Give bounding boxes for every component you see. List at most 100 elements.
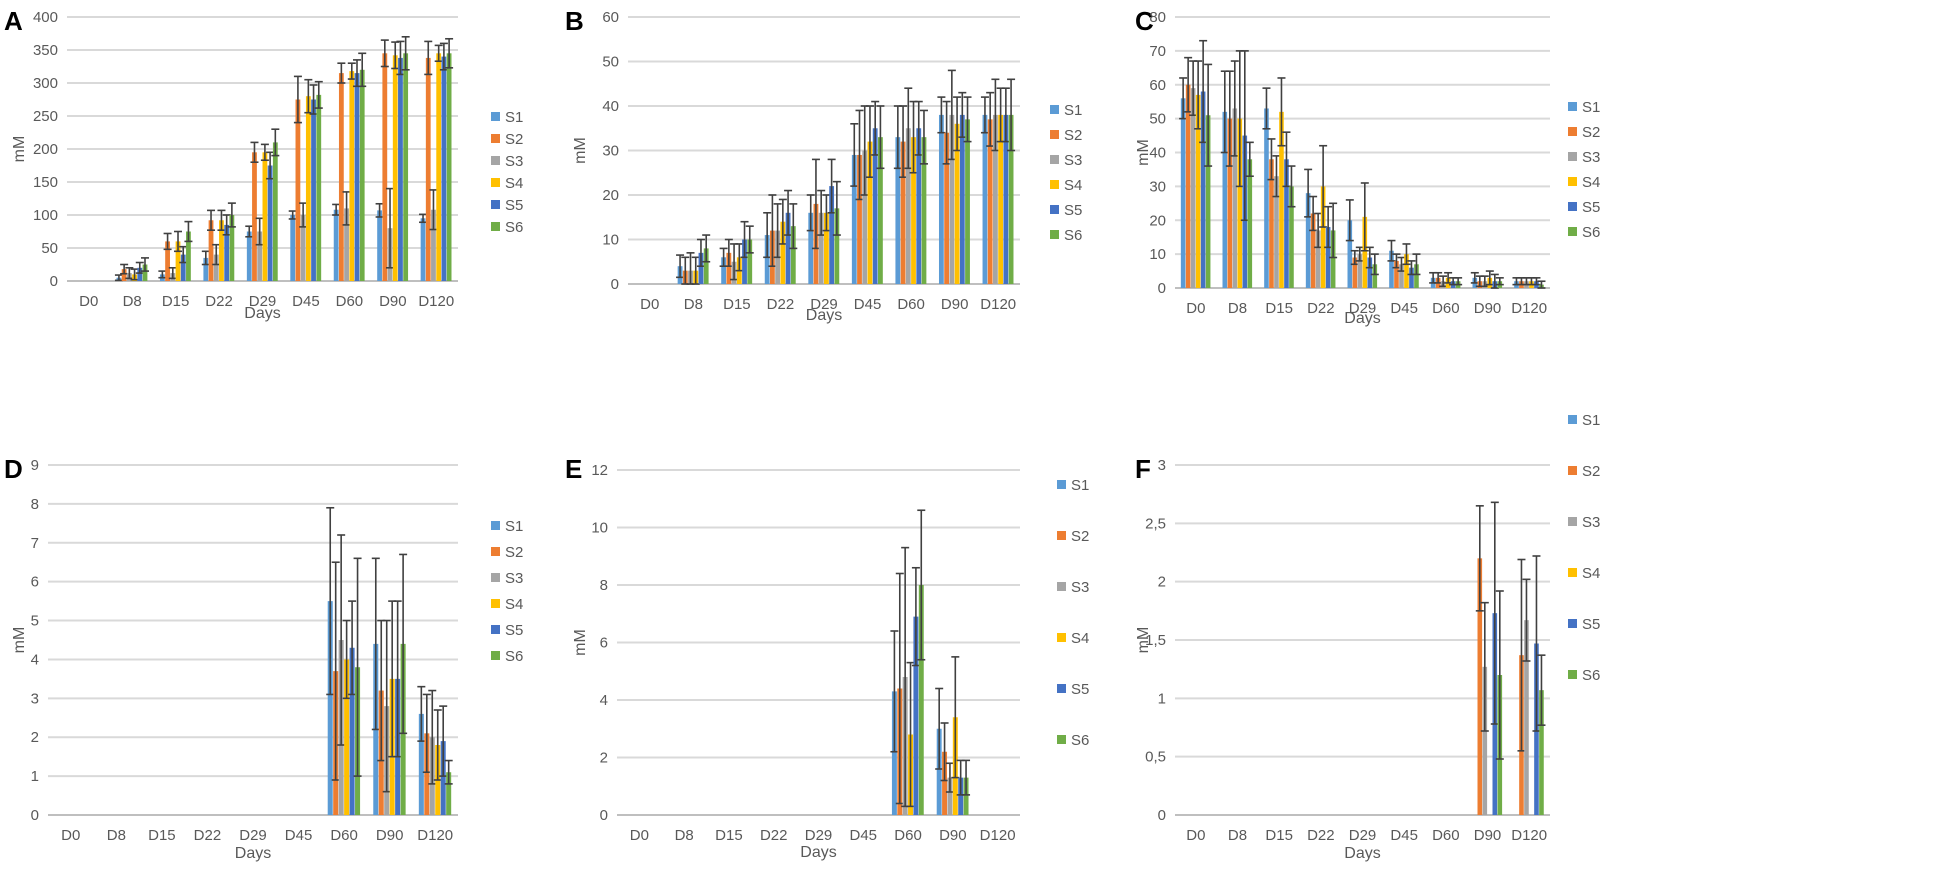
bar-s1-d29 <box>1347 220 1353 288</box>
legend-swatch-s1 <box>1568 415 1577 424</box>
x-tick-label: D22 <box>767 296 795 313</box>
chart-panel-f: F 0 0,5 1 1,5 2 2,5 3 D0 D8 D15 D22 D29 D45 D60 D90 D120… <box>1135 412 1600 862</box>
legend-label-s6: S6 <box>505 219 523 236</box>
bar-s5-d15 <box>180 254 186 281</box>
chart-panel-b: B 0 10 20 30 40 50 60 D0 D8 D15 D22 D29 D45 D60 D90 D120… <box>565 6 1082 324</box>
legend-label-s6: S6 <box>1064 227 1082 244</box>
y-tick-label: 400 <box>33 9 58 26</box>
bar-s2-d22 <box>208 220 214 281</box>
x-tick-label: D60 <box>1432 827 1460 844</box>
bar-s2-d120 <box>425 57 431 281</box>
x-tick-label: D15 <box>148 827 176 844</box>
bar-s2-d90 <box>944 132 950 284</box>
legend-swatch-s1 <box>491 521 500 530</box>
bar-s2-d120 <box>424 733 430 815</box>
y-tick-label: 8 <box>31 496 39 513</box>
x-tick-label: D60 <box>1432 300 1460 317</box>
bar-s3-d29 <box>818 212 824 284</box>
bar-s1-d45 <box>290 215 296 281</box>
y-tick-label: 0 <box>50 273 58 290</box>
bar-s4-d22 <box>1320 186 1326 288</box>
legend-swatch-s5 <box>1050 205 1059 214</box>
bar-s1-d90 <box>377 210 382 281</box>
bar-s6-d8 <box>142 264 148 281</box>
y-tick-label: 150 <box>33 174 58 191</box>
x-tick-label: D29 <box>239 827 267 844</box>
y-tick-label: 7 <box>31 535 39 552</box>
chart-panel-a: A 0 50 100 150 200 250 300 350 400 D0 D8 D15 D22 D29 D4… <box>4 6 523 322</box>
legend-swatch-s2 <box>1050 130 1059 139</box>
legend-label-s5: S5 <box>505 197 523 214</box>
bar-s4-d60 <box>911 137 916 284</box>
x-tick-label: D15 <box>715 827 743 844</box>
bar-s5-d120 <box>440 741 446 815</box>
y-tick-label: 50 <box>1149 111 1166 128</box>
bar-s2-d60 <box>338 73 344 281</box>
bar-s4-d15 <box>175 241 181 281</box>
y-axis-title: mM <box>1135 139 1152 166</box>
y-tick-label: 2,5 <box>1145 515 1166 532</box>
x-axis-title: Days <box>235 845 271 862</box>
x-tick-label: D22 <box>760 827 788 844</box>
legend-swatch-s1 <box>1057 480 1066 489</box>
legend-label-s5: S5 <box>1582 616 1600 633</box>
bar-s5-d29 <box>1367 257 1373 288</box>
bar-s3-d29 <box>257 231 263 281</box>
x-tick-label: D15 <box>1265 827 1293 844</box>
bar-s2-d29 <box>1352 257 1358 288</box>
bar-s5-d90 <box>958 777 964 815</box>
legend-label-s6: S6 <box>1582 667 1600 684</box>
bar-s2-d45 <box>857 154 862 284</box>
x-tick-label: D8 <box>123 293 142 310</box>
bar-s6-d120 <box>1008 114 1014 285</box>
bar-s6-d0 <box>1205 115 1211 288</box>
bar-s1-d120 <box>420 218 426 281</box>
bar-s5-d45 <box>311 99 316 281</box>
x-tick-label: D45 <box>292 293 320 310</box>
bar-s4-d45 <box>305 96 311 281</box>
y-tick-label: 1 <box>1158 690 1166 707</box>
bar-s6-d45 <box>1414 264 1419 288</box>
bar-s1-d22 <box>203 257 209 281</box>
x-tick-label: D120 <box>417 827 453 844</box>
y-tick-label: 5 <box>31 613 39 630</box>
bar-s1-d60 <box>895 137 901 284</box>
y-tick-label: 4 <box>600 692 608 709</box>
bar-s5-d90 <box>398 57 403 281</box>
legend-swatch-s6 <box>1057 735 1066 744</box>
bar-s4-d60 <box>349 71 355 282</box>
x-tick-label: D15 <box>162 293 190 310</box>
y-tick-label: 2 <box>1158 574 1166 591</box>
x-tick-label: D0 <box>61 827 80 844</box>
y-tick-label: 60 <box>602 9 619 26</box>
legend-label-s6: S6 <box>1071 732 1089 749</box>
bar-s5-d120 <box>1003 114 1009 285</box>
bar-s4-d22 <box>780 221 786 284</box>
bar-s6-d90 <box>963 777 969 815</box>
bar-s6-d60 <box>359 69 365 281</box>
legend-label-s6: S6 <box>505 648 523 665</box>
legend-label-s1: S1 <box>505 518 523 535</box>
y-tick-label: 0 <box>31 807 39 824</box>
legend-swatch-s6 <box>1050 230 1059 239</box>
legend-swatch-s3 <box>1568 152 1577 161</box>
bar-s3-d45 <box>862 150 868 284</box>
bar-s5-d60 <box>349 647 355 815</box>
x-tick-label: D45 <box>854 296 882 313</box>
legend-swatch-s5 <box>1568 619 1577 628</box>
bar-s5-d60 <box>354 73 360 281</box>
y-tick-label: 60 <box>1149 77 1166 94</box>
y-tick-label: 30 <box>602 143 619 160</box>
x-tick-label: D8 <box>1228 300 1247 317</box>
bar-s4-d29 <box>262 152 268 281</box>
legend-swatch-s5 <box>1568 202 1577 211</box>
bar-s1-d120 <box>418 713 424 815</box>
y-tick-label: 80 <box>1149 9 1166 26</box>
x-tick-label: D120 <box>980 296 1016 313</box>
y-tick-label: 1 <box>31 768 39 785</box>
x-tick-label: D29 <box>810 296 838 313</box>
bar-s3-d22 <box>213 254 219 281</box>
bar-s4-d120 <box>998 114 1004 285</box>
